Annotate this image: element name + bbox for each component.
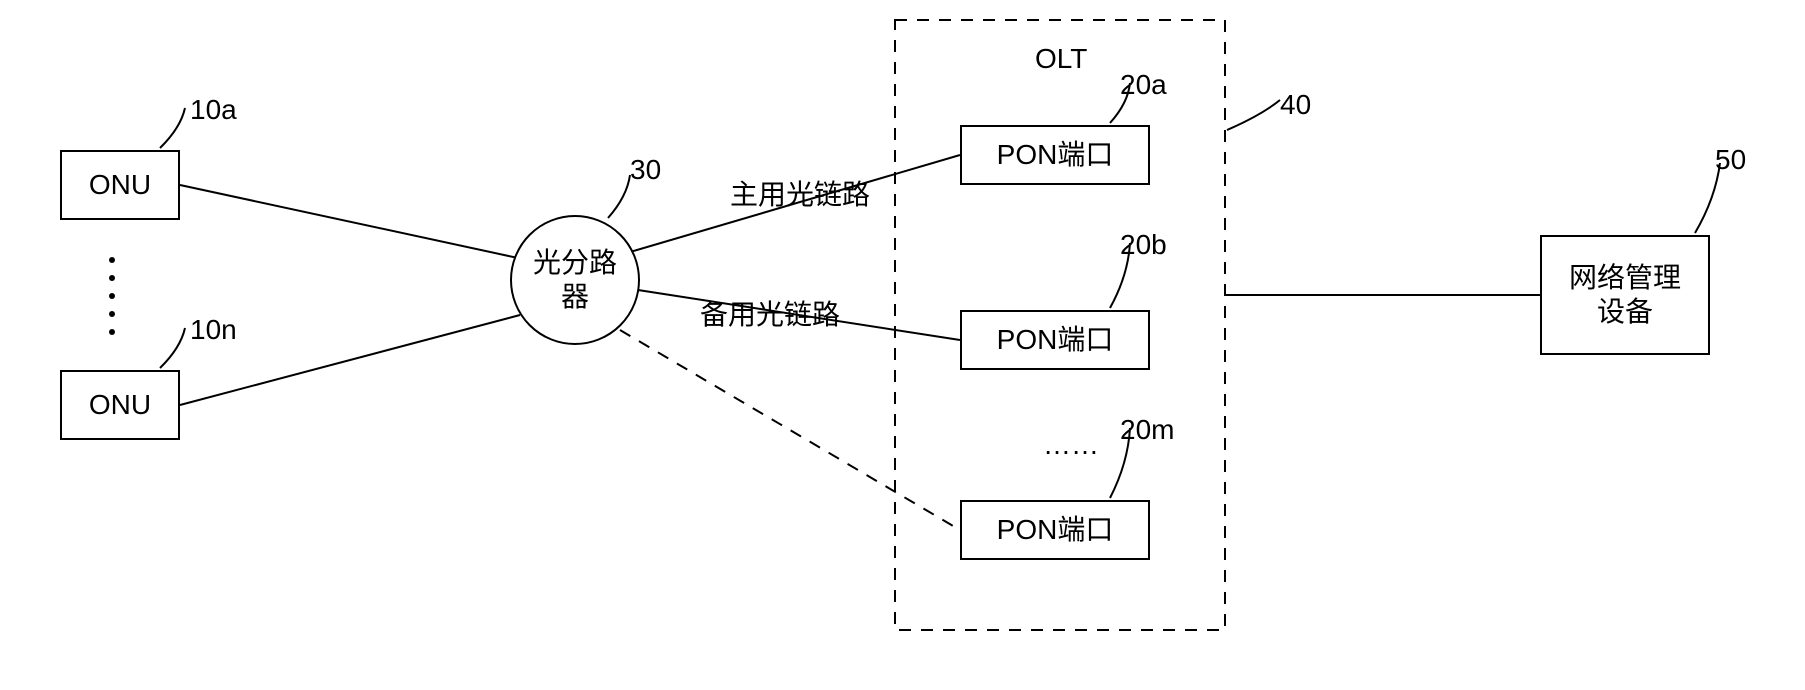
optical-splitter-node: 光分路 器 (510, 215, 640, 345)
pon-port-b: PON端口 (960, 310, 1150, 370)
pon-m-label: PON端口 (997, 513, 1114, 547)
svg-text:30: 30 (630, 154, 661, 185)
svg-text:20b: 20b (1120, 229, 1167, 260)
pon-b-label: PON端口 (997, 323, 1114, 357)
svg-text:主用光链路: 主用光链路 (730, 179, 870, 210)
svg-text:备用光链路: 备用光链路 (700, 299, 840, 330)
svg-text:10a: 10a (190, 94, 237, 125)
svg-text:20a: 20a (1120, 69, 1167, 100)
onu-node-n: ONU (60, 370, 180, 440)
svg-text:10n: 10n (190, 314, 237, 345)
onu-n-label: ONU (89, 388, 151, 422)
svg-text:50: 50 (1715, 144, 1746, 175)
network-management-node: 网络管理 设备 (1540, 235, 1710, 355)
svg-text:20m: 20m (1120, 414, 1174, 445)
onu-node-a: ONU (60, 150, 180, 220)
svg-text:40: 40 (1280, 89, 1311, 120)
pon-port-m: PON端口 (960, 500, 1150, 560)
nms-label: 网络管理 设备 (1569, 261, 1681, 328)
onu-a-label: ONU (89, 168, 151, 202)
edges-layer: OLT 40 主用光链路备用光链路 10a 10n 30 20a 20b 20m 50 …… (0, 0, 1805, 690)
pon-port-a: PON端口 (960, 125, 1150, 185)
svg-text:OLT: OLT (1035, 43, 1087, 74)
splitter-label: 光分路 器 (533, 246, 617, 313)
pon-network-diagram: OLT 40 主用光链路备用光链路 10a 10n 30 20a 20b 20m 50 …… ONU… (0, 0, 1805, 690)
pon-a-label: PON端口 (997, 138, 1114, 172)
svg-text:……: …… (1043, 429, 1099, 460)
